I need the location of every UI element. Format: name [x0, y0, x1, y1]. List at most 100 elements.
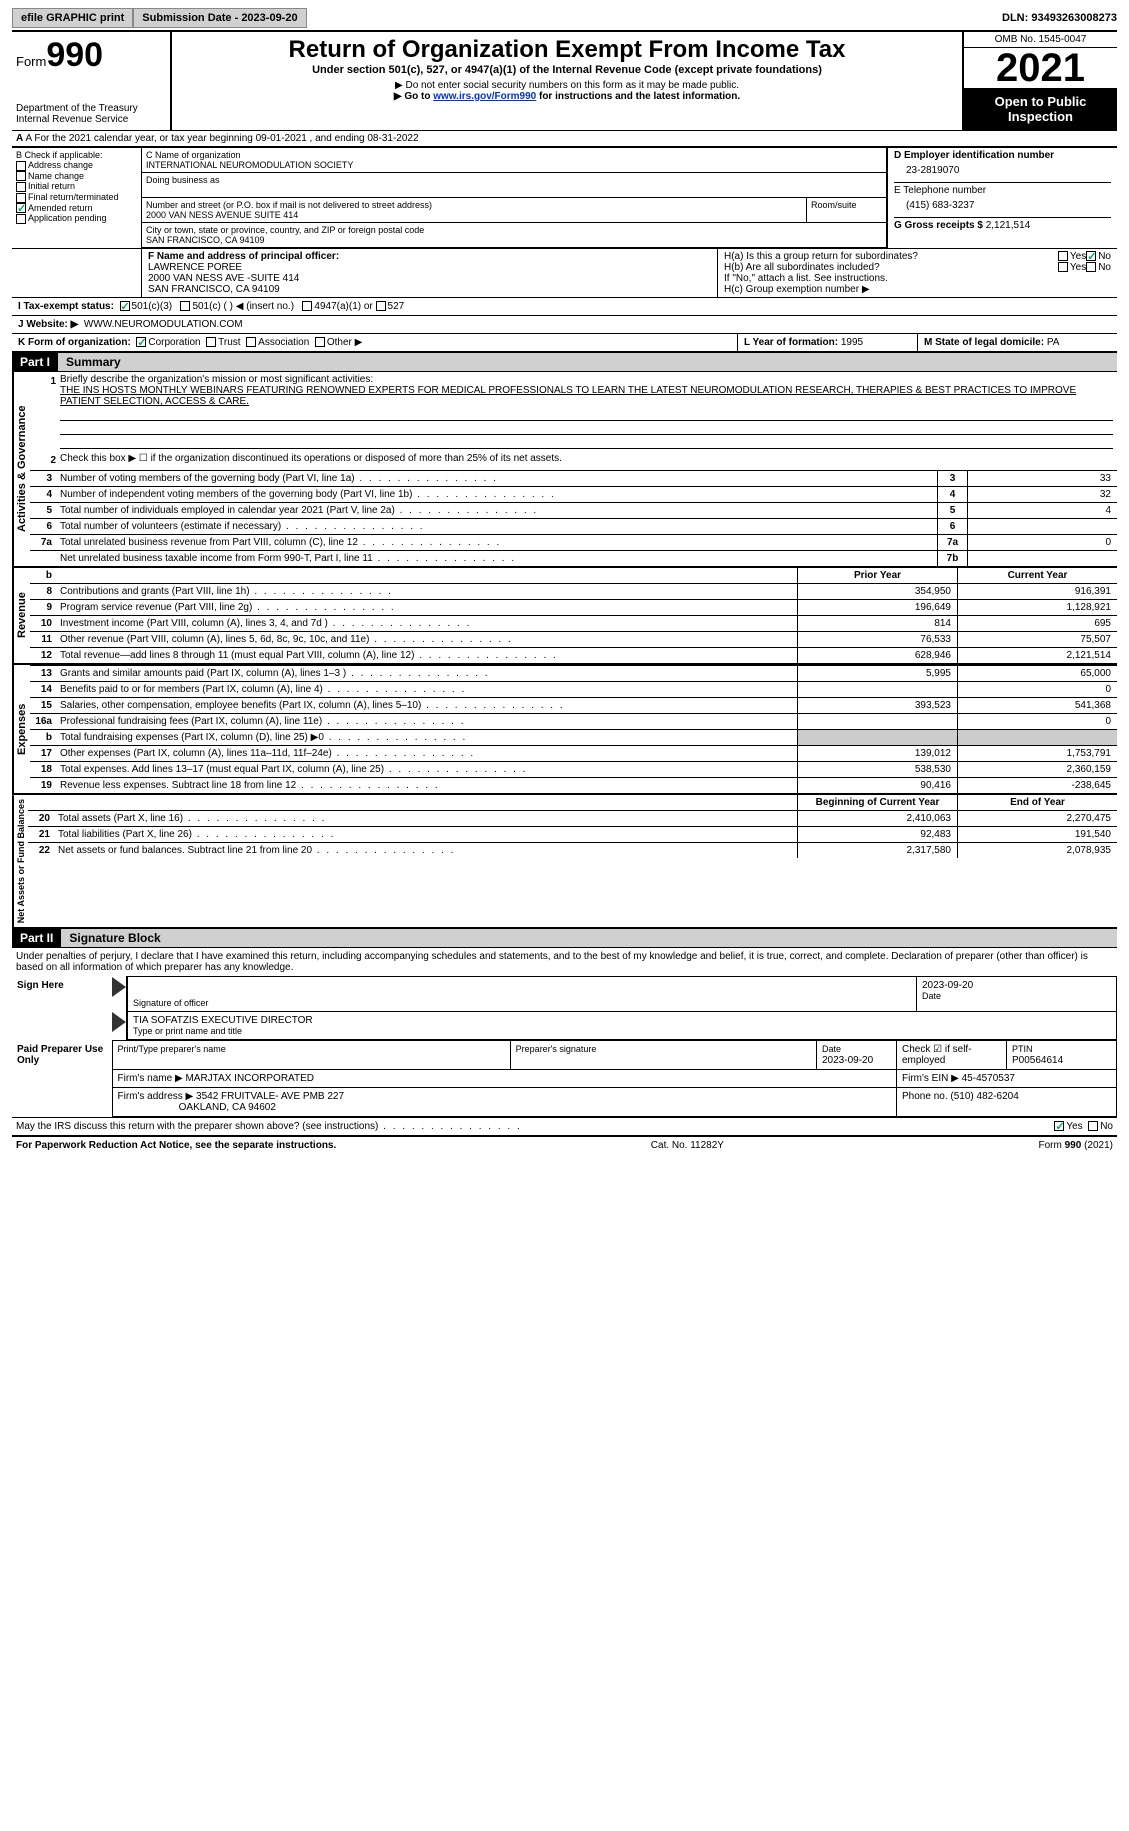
- part1-header: Part I Summary: [12, 353, 1117, 371]
- ptin-value: P00564614: [1012, 1055, 1063, 1066]
- form-990-page: efile GRAPHIC print Submission Date - 20…: [0, 0, 1129, 1162]
- box-c: C Name of organization INTERNATIONAL NEU…: [142, 148, 887, 248]
- summary-row: 9 Program service revenue (Part VIII, li…: [30, 599, 1117, 615]
- check-name[interactable]: [16, 171, 26, 181]
- summary-row: 22 Net assets or fund balances. Subtract…: [28, 842, 1117, 858]
- form-subtitle: Under section 501(c), 527, or 4947(a)(1)…: [180, 64, 954, 76]
- officer-addr2: SAN FRANCISCO, CA 94109: [148, 284, 280, 295]
- ha-no[interactable]: [1086, 251, 1096, 261]
- irs-link[interactable]: www.irs.gov/Form990: [433, 91, 536, 102]
- part2-header: Part II Signature Block: [12, 927, 1117, 947]
- firm-phone: (510) 482-6204: [950, 1091, 1018, 1102]
- sig-officer-label: Signature of officer: [133, 998, 911, 1008]
- line-a-tax-year: A A For the 2021 calendar year, or tax y…: [12, 130, 1117, 147]
- dln-number: DLN: 93493263008273: [1002, 12, 1117, 24]
- summary-row: 21 Total liabilities (Part X, line 26) 9…: [28, 826, 1117, 842]
- sig-date: 2023-09-20: [922, 980, 1111, 991]
- perjury-text: Under penalties of perjury, I declare th…: [12, 947, 1117, 976]
- summary-row: 3 Number of voting members of the govern…: [30, 470, 1117, 486]
- page-footer: For Paperwork Reduction Act Notice, see …: [12, 1135, 1117, 1154]
- summary-row: 13 Grants and similar amounts paid (Part…: [30, 665, 1117, 681]
- summary-row: 7a Total unrelated business revenue from…: [30, 534, 1117, 550]
- box-b: B Check if applicable: Address change Na…: [12, 148, 142, 248]
- i-501c3[interactable]: [120, 301, 130, 311]
- check-final[interactable]: [16, 193, 26, 203]
- summary-row: 17 Other expenses (Part IX, column (A), …: [30, 745, 1117, 761]
- prep-sig-label: Preparer's signature: [516, 1044, 811, 1054]
- check-amended[interactable]: [16, 203, 26, 213]
- i-501c[interactable]: [180, 301, 190, 311]
- paid-preparer-table: Paid Preparer Use Only Print/Type prepar…: [12, 1040, 1117, 1117]
- summary-section: Activities & Governance 1 Briefly descri…: [12, 371, 1117, 566]
- typed-name: TIA SOFATZIS EXECUTIVE DIRECTOR: [133, 1015, 1111, 1026]
- box-f: F Name and address of principal officer:…: [142, 249, 717, 297]
- box-h: H(a) Is this a group return for subordin…: [717, 249, 1117, 297]
- prep-date: 2023-09-20: [822, 1055, 873, 1066]
- officer-name: LAWRENCE POREE: [148, 262, 242, 273]
- i-527[interactable]: [376, 301, 386, 311]
- efile-button[interactable]: efile GRAPHIC print: [12, 8, 133, 28]
- form-header: Form990 Department of the Treasury Inter…: [12, 30, 1117, 130]
- part1-label: Part I: [12, 353, 58, 371]
- org-name-label: C Name of organization: [146, 150, 882, 160]
- pra-notice: For Paperwork Reduction Act Notice, see …: [16, 1140, 336, 1151]
- ha-yes[interactable]: [1058, 251, 1068, 261]
- summary-row: 10 Investment income (Part VIII, column …: [30, 615, 1117, 631]
- discuss-no[interactable]: [1088, 1121, 1098, 1131]
- gross-receipts: G Gross receipts $ 2,121,514: [894, 220, 1111, 231]
- hb-label: H(b) Are all subordinates included?: [724, 262, 1058, 273]
- k-other[interactable]: [315, 337, 325, 347]
- prep-name-label: Print/Type preparer's name: [118, 1044, 505, 1054]
- dept-treasury: Department of the Treasury Internal Reve…: [16, 103, 166, 125]
- vlabel-activities: Activities & Governance: [12, 372, 30, 566]
- check-initial[interactable]: [16, 182, 26, 192]
- hb-yes[interactable]: [1058, 262, 1068, 272]
- form-footer: Form 990 (2021): [1039, 1140, 1114, 1151]
- summary-row: 6 Total number of volunteers (estimate i…: [30, 518, 1117, 534]
- hb-no[interactable]: [1086, 262, 1096, 272]
- box-b-label: B Check if applicable:: [16, 150, 137, 160]
- i-4947[interactable]: [302, 301, 312, 311]
- netassets-section: Net Assets or Fund Balances Beginning of…: [12, 793, 1117, 927]
- firm-ein: 45-4570537: [962, 1073, 1015, 1084]
- box-i: I Tax-exempt status: 501(c)(3) 501(c) ( …: [12, 297, 1117, 315]
- discuss-yes[interactable]: [1054, 1121, 1064, 1131]
- part2-label: Part II: [12, 929, 61, 947]
- summary-row: 15 Salaries, other compensation, employe…: [30, 697, 1117, 713]
- box-k-l-m: K Form of organization: Corporation Trus…: [12, 333, 1117, 353]
- vlabel-revenue: Revenue: [12, 568, 30, 663]
- topbar: efile GRAPHIC print Submission Date - 20…: [12, 8, 1117, 28]
- summary-row: 18 Total expenses. Add lines 13–17 (must…: [30, 761, 1117, 777]
- date-label: Date: [922, 991, 1111, 1001]
- note-link: ▶ Go to www.irs.gov/Form990 for instruct…: [180, 91, 954, 102]
- k-assoc[interactable]: [246, 337, 256, 347]
- k-trust[interactable]: [206, 337, 216, 347]
- summary-row: b Total fundraising expenses (Part IX, c…: [30, 729, 1117, 745]
- cat-number: Cat. No. 11282Y: [651, 1140, 724, 1151]
- k-corp[interactable]: [136, 337, 146, 347]
- hb-note: If "No," attach a list. See instructions…: [724, 273, 1111, 284]
- summary-row: 20 Total assets (Part X, line 16) 2,410,…: [28, 810, 1117, 826]
- self-employed: Check ☑ if self-employed: [897, 1041, 1007, 1070]
- open-inspection: Open to Public Inspection: [964, 88, 1117, 130]
- hc-label: H(c) Group exemption number ▶: [724, 284, 1111, 295]
- section-b-c-d: B Check if applicable: Address change Na…: [12, 147, 1117, 248]
- officer-addr1: 2000 VAN NESS AVE -SUITE 414: [148, 273, 299, 284]
- mission-text: THE INS HOSTS MONTHLY WEBINARS FEATURING…: [60, 385, 1076, 407]
- expenses-section: Expenses 13 Grants and similar amounts p…: [12, 663, 1117, 793]
- ha-label: H(a) Is this a group return for subordin…: [724, 251, 1058, 262]
- line1-label: Briefly describe the organization's miss…: [60, 374, 373, 385]
- summary-row: Net unrelated business taxable income fr…: [30, 550, 1117, 566]
- summary-row: 8 Contributions and grants (Part VIII, l…: [30, 583, 1117, 599]
- col-current-year: Current Year: [957, 568, 1117, 583]
- form-title: Return of Organization Exempt From Incom…: [180, 36, 954, 64]
- part1-title: Summary: [58, 353, 1117, 371]
- ein-label: D Employer identification number: [894, 150, 1054, 161]
- summary-row: 4 Number of independent voting members o…: [30, 486, 1117, 502]
- check-address[interactable]: [16, 161, 26, 171]
- discuss-row: May the IRS discuss this return with the…: [12, 1117, 1117, 1135]
- firm-name: MARJTAX INCORPORATED: [185, 1073, 314, 1084]
- check-pending[interactable]: [16, 214, 26, 224]
- city-label: City or town, state or province, country…: [146, 225, 882, 235]
- phone-value: (415) 683-3237: [894, 196, 1111, 215]
